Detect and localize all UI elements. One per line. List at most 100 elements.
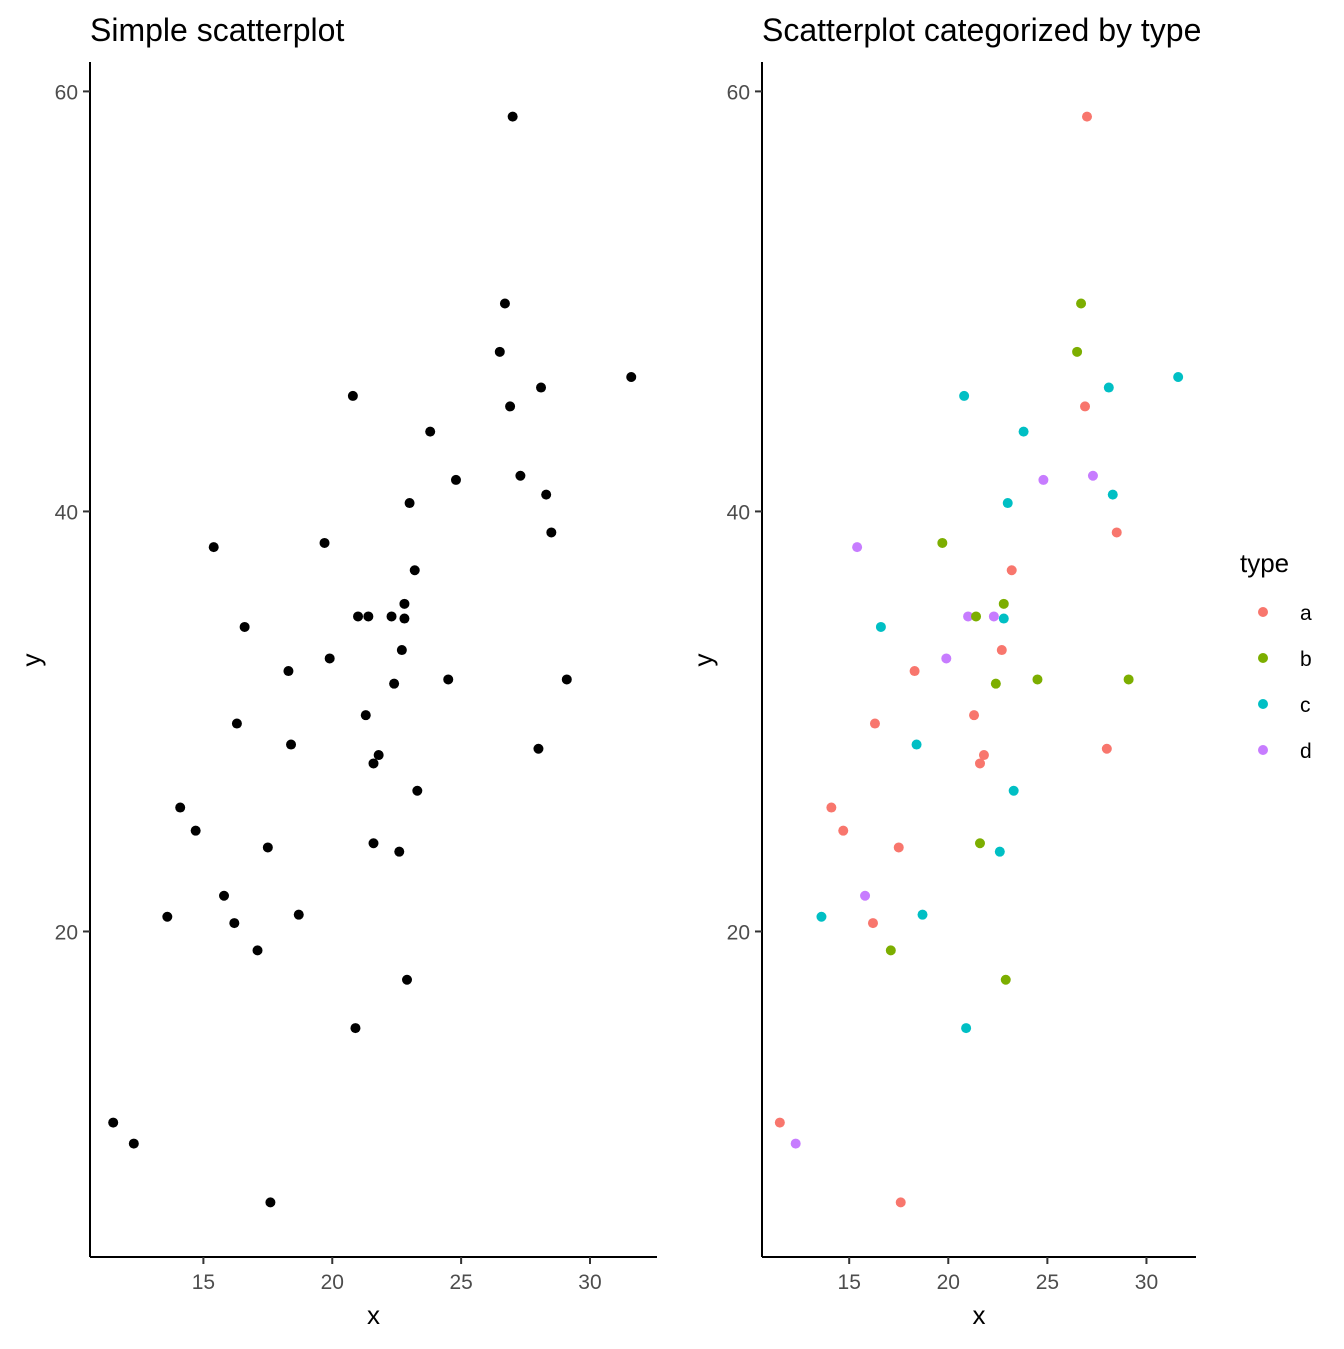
x-axis-label: x — [973, 1300, 986, 1330]
data-point — [974, 758, 985, 769]
x-axis-label: x — [367, 1300, 380, 1330]
data-point — [425, 426, 436, 437]
data-point — [546, 527, 557, 538]
x-tick-label: 20 — [321, 1271, 344, 1294]
data-point — [774, 1117, 785, 1128]
legend-label-c: c — [1300, 694, 1311, 717]
data-point — [885, 945, 896, 956]
data-point — [1038, 474, 1049, 485]
data-point — [867, 918, 878, 929]
data-point — [283, 666, 294, 677]
data-point — [505, 401, 516, 412]
data-point — [1002, 498, 1013, 509]
left-title: Simple scatterplot — [90, 12, 344, 48]
data-point — [852, 542, 863, 553]
data-point — [816, 911, 827, 922]
data-point — [319, 537, 330, 548]
data-point — [1101, 743, 1112, 754]
data-point — [396, 645, 407, 656]
data-point — [399, 613, 410, 624]
legend-label-b: b — [1300, 648, 1312, 671]
data-point — [971, 611, 982, 622]
data-point — [561, 674, 572, 685]
x-tick-label: 30 — [1135, 1271, 1158, 1294]
data-point — [363, 611, 374, 622]
data-point — [990, 678, 1001, 689]
data-point — [389, 678, 400, 689]
data-point — [386, 611, 397, 622]
data-point — [959, 390, 970, 401]
y-tick-label: 60 — [55, 81, 78, 104]
data-point — [507, 111, 518, 122]
data-point — [895, 1197, 906, 1208]
data-point — [1111, 527, 1122, 538]
left-panel: 15 20 25 30 20 40 60 x y — [16, 62, 657, 1330]
data-point — [229, 918, 240, 929]
x-tick-label: 20 — [937, 1271, 960, 1294]
data-point — [409, 565, 420, 576]
data-point — [293, 909, 304, 920]
data-point — [1103, 382, 1114, 393]
data-point — [450, 474, 461, 485]
legend-title: type — [1240, 548, 1289, 578]
y-tick-label: 20 — [727, 921, 750, 944]
data-point — [219, 890, 230, 901]
legend-key-c — [1258, 699, 1268, 709]
data-point — [402, 974, 413, 985]
legend-key-a — [1258, 607, 1268, 617]
data-point — [988, 611, 999, 622]
legend-label-d: d — [1300, 740, 1312, 763]
data-point — [1032, 674, 1043, 685]
right-title: Scatterplot categorized by type — [762, 12, 1201, 48]
data-point — [262, 842, 273, 853]
data-point — [1072, 346, 1083, 357]
data-point — [373, 750, 384, 761]
data-point — [499, 298, 510, 309]
data-point — [368, 758, 379, 769]
y-tick-label: 20 — [55, 921, 78, 944]
data-point — [969, 710, 980, 721]
x-tick-label: 15 — [192, 1271, 215, 1294]
data-point — [443, 674, 454, 685]
data-point — [838, 825, 849, 836]
data-point — [252, 945, 263, 956]
data-point — [998, 613, 1009, 624]
data-point — [826, 802, 837, 813]
data-point — [1076, 298, 1087, 309]
x-tick-label: 25 — [1036, 1271, 1059, 1294]
data-point — [368, 838, 379, 849]
data-point — [1008, 785, 1019, 796]
data-point — [108, 1117, 119, 1128]
y-tick-label: 40 — [55, 501, 78, 524]
x-tick-label: 30 — [578, 1271, 601, 1294]
data-point — [961, 1023, 972, 1034]
data-point — [404, 498, 415, 509]
data-point — [1087, 470, 1098, 481]
data-point — [875, 621, 886, 632]
data-point — [1006, 565, 1017, 576]
data-point — [536, 382, 547, 393]
y-tick-label: 60 — [727, 81, 750, 104]
data-point — [937, 537, 948, 548]
data-point — [1107, 489, 1118, 500]
legend-label-a: a — [1300, 602, 1312, 625]
data-point — [860, 890, 871, 901]
data-point — [190, 825, 201, 836]
data-point — [974, 838, 985, 849]
data-point — [1018, 426, 1029, 437]
data-point — [996, 645, 1007, 656]
right-panel: 15 20 25 30 20 40 60 x y — [688, 62, 1196, 1330]
data-point — [963, 611, 974, 622]
data-point — [533, 743, 544, 754]
data-point — [208, 542, 219, 553]
data-point — [128, 1138, 139, 1149]
data-point — [1082, 111, 1093, 122]
x-tick-label: 15 — [838, 1271, 861, 1294]
data-point — [175, 802, 186, 813]
data-point — [347, 390, 358, 401]
data-point — [412, 785, 423, 796]
data-point — [626, 372, 637, 383]
data-point — [1123, 674, 1134, 685]
data-point — [909, 666, 920, 677]
